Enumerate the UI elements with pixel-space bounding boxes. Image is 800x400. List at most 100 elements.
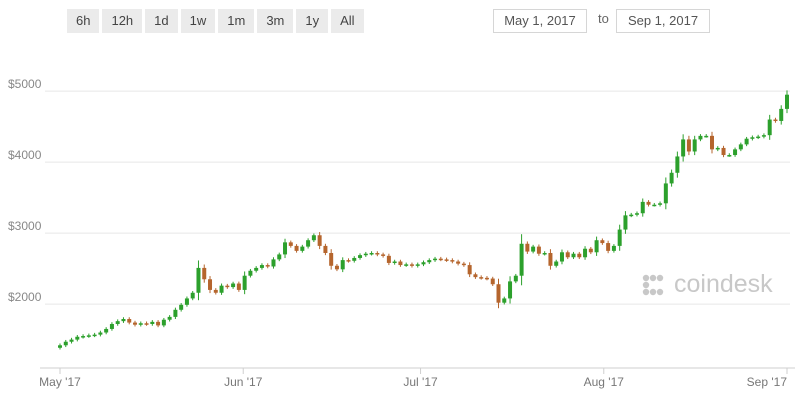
candle-body	[508, 281, 513, 299]
candle	[156, 320, 161, 328]
candle-body	[727, 155, 732, 157]
candle	[98, 330, 103, 337]
range-button-1m[interactable]: 1m	[218, 9, 255, 33]
candle-body	[317, 235, 322, 246]
candle	[109, 322, 114, 331]
candle-body	[496, 284, 501, 303]
candle-body	[450, 260, 455, 262]
candle-body	[133, 322, 138, 325]
candle	[386, 253, 391, 266]
x-tick-label: Jul '17	[403, 375, 438, 389]
candle	[467, 262, 472, 278]
candle-body	[513, 275, 518, 282]
candle	[588, 246, 593, 255]
candle	[744, 136, 749, 147]
range-button-All[interactable]: All	[331, 9, 364, 33]
candle	[404, 262, 409, 267]
candle	[646, 200, 651, 207]
candle	[133, 320, 138, 327]
candle-body	[283, 242, 288, 255]
candle	[715, 146, 720, 152]
x-tick-label: Aug '17	[584, 375, 625, 389]
candle-body	[404, 264, 409, 266]
candle	[58, 343, 62, 350]
candle-body	[444, 259, 449, 261]
candle	[409, 262, 414, 268]
candle-body	[358, 255, 363, 258]
candle-body	[686, 139, 691, 152]
candle	[484, 276, 489, 281]
candle-body	[577, 253, 582, 258]
candle-body	[611, 245, 616, 251]
candle	[213, 288, 218, 295]
candle-body	[738, 144, 743, 150]
range-button-1w[interactable]: 1w	[180, 9, 216, 33]
candle-body	[409, 264, 414, 266]
candle-body	[271, 259, 276, 267]
candle	[323, 243, 328, 256]
candle-body	[248, 270, 253, 276]
range-button-1y[interactable]: 1y	[296, 9, 329, 33]
candle-body	[519, 243, 524, 276]
candle-body	[92, 334, 97, 337]
candle-body	[479, 277, 484, 279]
candle	[709, 131, 714, 154]
candle-body	[721, 147, 726, 156]
candle	[288, 240, 293, 248]
candle-body	[433, 258, 438, 261]
candle-body	[698, 135, 703, 140]
candle-body	[427, 260, 432, 263]
candle	[750, 135, 755, 141]
start-date-input[interactable]	[493, 9, 587, 33]
y-tick-label: $3000	[8, 219, 42, 233]
end-date-input[interactable]	[616, 9, 710, 33]
candle-body	[386, 255, 391, 263]
candle	[525, 241, 530, 254]
candle-body	[231, 283, 236, 288]
candle-body	[421, 262, 426, 265]
candle-body	[300, 246, 305, 251]
candle	[623, 211, 628, 234]
candle	[81, 334, 86, 339]
candle	[184, 296, 189, 307]
candle-body	[658, 203, 663, 205]
candle	[611, 244, 616, 253]
candle-body	[750, 137, 755, 139]
range-button-6h[interactable]: 6h	[67, 9, 100, 33]
candle-body	[363, 253, 368, 256]
candle	[450, 258, 455, 264]
candle-body	[623, 215, 628, 230]
candle	[634, 211, 639, 217]
candle	[231, 281, 236, 289]
candle-body	[109, 323, 114, 329]
candle-body	[600, 240, 605, 244]
candle	[358, 253, 363, 260]
candle	[686, 135, 691, 156]
candle	[294, 244, 299, 253]
candle-body	[484, 277, 489, 280]
candle-body	[392, 261, 397, 264]
candle	[375, 251, 380, 257]
candle	[606, 240, 611, 254]
coindesk-watermark: coindesk	[640, 270, 773, 299]
candle-body	[121, 319, 126, 322]
candle	[490, 276, 495, 287]
candle	[277, 252, 282, 262]
candle-body	[306, 240, 311, 247]
candle	[421, 260, 426, 267]
candle-body	[634, 213, 639, 215]
candle	[577, 251, 582, 260]
candle-body	[173, 309, 178, 317]
candle	[675, 151, 680, 178]
candle-body	[779, 108, 784, 121]
candle	[92, 332, 97, 338]
range-button-3m[interactable]: 3m	[257, 9, 294, 33]
candle-body	[144, 323, 149, 325]
candle-body	[669, 172, 674, 184]
candle-body	[709, 135, 714, 150]
candle-body	[467, 265, 472, 275]
range-button-1d[interactable]: 1d	[145, 9, 178, 33]
candle-body	[161, 319, 166, 326]
candle	[115, 319, 120, 326]
range-button-12h[interactable]: 12h	[102, 9, 143, 33]
